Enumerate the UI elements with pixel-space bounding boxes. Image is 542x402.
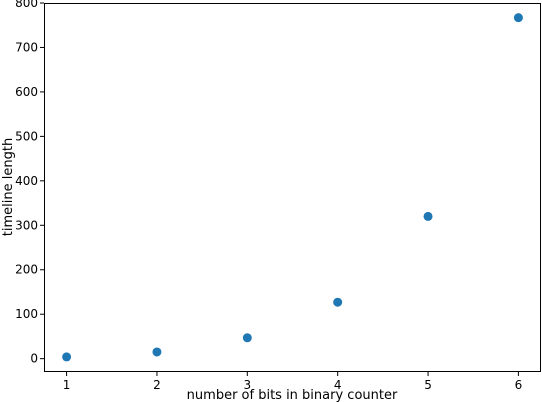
data-point xyxy=(62,352,72,362)
plot-frame xyxy=(44,3,541,372)
y-tick-label: 700 xyxy=(15,40,38,54)
y-tick-label: 500 xyxy=(15,129,38,143)
data-point xyxy=(423,211,433,221)
x-tick-label: 2 xyxy=(153,378,161,392)
data-point xyxy=(152,347,162,357)
data-points xyxy=(62,13,523,362)
y-tick-label: 400 xyxy=(15,174,38,188)
plot-border xyxy=(44,3,541,372)
y-tick-label: 300 xyxy=(15,218,38,232)
y-tick-label: 800 xyxy=(15,0,38,10)
data-point xyxy=(513,13,523,23)
y-tick-label: 0 xyxy=(30,352,38,366)
x-tick-label: 5 xyxy=(424,378,432,392)
x-tick-label: 3 xyxy=(243,378,251,392)
y-tick-label: 200 xyxy=(15,263,38,277)
x-tick-label: 4 xyxy=(334,378,342,392)
x-axis-ticks: 1 2 3 4 5 6 xyxy=(63,372,522,392)
x-tick-label: 6 xyxy=(515,378,523,392)
data-point xyxy=(242,333,252,343)
y-tick-label: 600 xyxy=(15,85,38,99)
x-tick-label: 1 xyxy=(63,378,71,392)
y-tick-label: 100 xyxy=(15,307,38,321)
y-axis-label: timeline length xyxy=(1,138,16,236)
y-axis-ticks: 0 100 200 300 400 500 600 700 800 xyxy=(15,0,44,366)
x-axis-label: number of bits in binary counter xyxy=(187,388,398,402)
data-point xyxy=(333,297,343,307)
